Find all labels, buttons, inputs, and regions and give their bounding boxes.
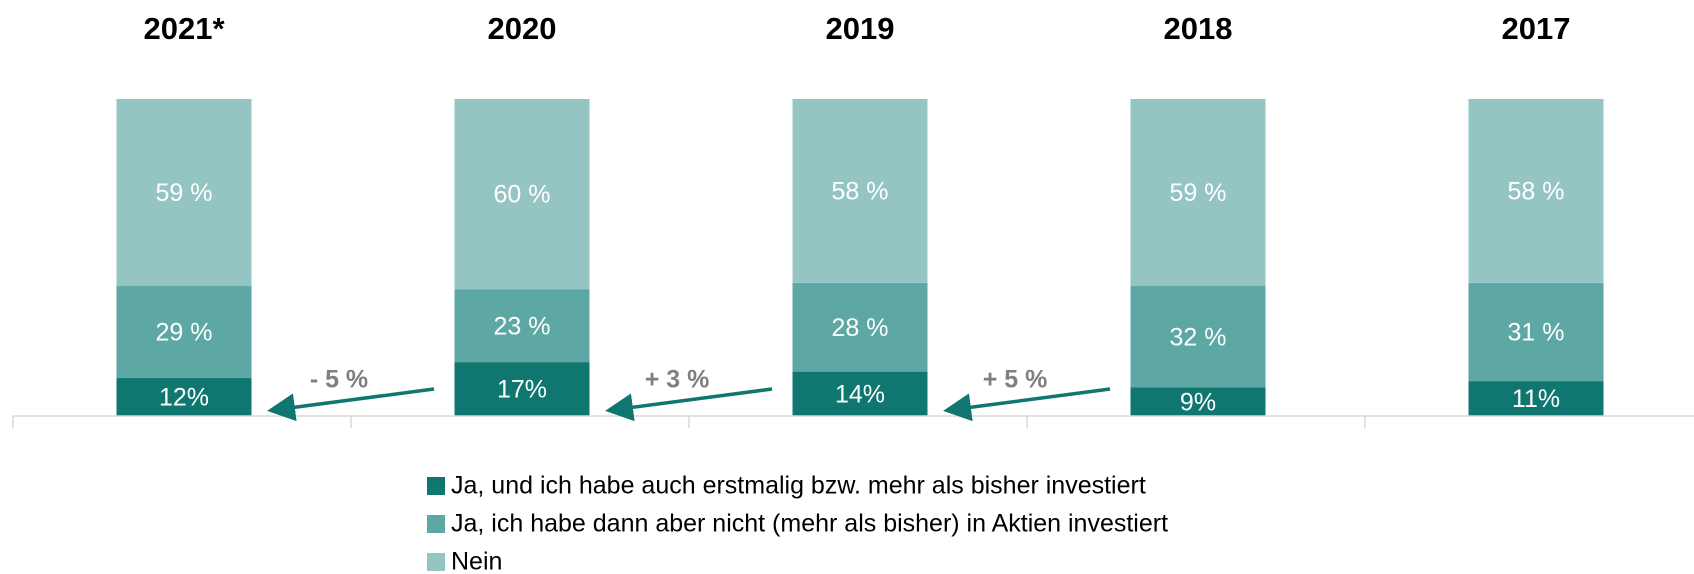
value-label: 29 % (156, 319, 213, 347)
legend-swatch (427, 515, 445, 533)
change-arrow (943, 387, 1111, 422)
plot (116, 99, 1604, 416)
change-annotation: - 5 % (310, 366, 368, 394)
value-label: 59 % (156, 179, 213, 207)
bar-segment (792, 371, 928, 416)
value-label: 17% (497, 376, 547, 404)
change-annotation: + 5 % (983, 366, 1048, 394)
value-label: 59 % (1170, 179, 1227, 207)
bar-segment (1468, 381, 1604, 416)
bar-segment (454, 362, 590, 416)
category-label: 2019 (826, 11, 895, 46)
value-label: 9% (1180, 388, 1216, 416)
legend-label: Ja, ich habe dann aber nicht (mehr als b… (451, 510, 1168, 538)
value-label: 31 % (1508, 319, 1565, 347)
bar-segment (116, 286, 252, 378)
value-label: 23 % (494, 312, 551, 340)
category-label: 2020 (488, 11, 557, 46)
category-label: 2021* (143, 11, 225, 46)
bar-segment (1130, 387, 1266, 416)
bar-segment (454, 289, 590, 363)
value-label: 60 % (494, 181, 551, 209)
bar-segment (792, 99, 928, 283)
bar-segment (1130, 99, 1266, 287)
bar-segment (454, 99, 590, 290)
value-label: 28 % (832, 314, 889, 342)
bar-segment (116, 377, 252, 416)
legend-swatch (427, 477, 445, 495)
bar-segment (1130, 286, 1266, 388)
category-label: 2017 (1502, 11, 1571, 46)
legend-swatch (427, 553, 445, 571)
bar-segment (1468, 282, 1604, 382)
value-label: 11% (1512, 385, 1560, 413)
bar-segment (116, 99, 252, 287)
value-label: 58 % (832, 178, 889, 206)
category-label: 2018 (1164, 11, 1233, 46)
legend-label: Nein (451, 548, 502, 574)
value-label: 12% (159, 384, 209, 412)
legend-label: Ja, und ich habe auch erstmalig bzw. meh… (451, 472, 1146, 500)
change-arrow (605, 387, 773, 422)
value-label: 58 % (1508, 178, 1565, 206)
change-annotation: + 3 % (645, 366, 710, 394)
value-label: 32 % (1170, 323, 1227, 351)
bar-segment (792, 282, 928, 372)
value-label: 14% (835, 380, 885, 408)
change-arrow (267, 387, 435, 422)
bar-segment (1468, 99, 1604, 283)
